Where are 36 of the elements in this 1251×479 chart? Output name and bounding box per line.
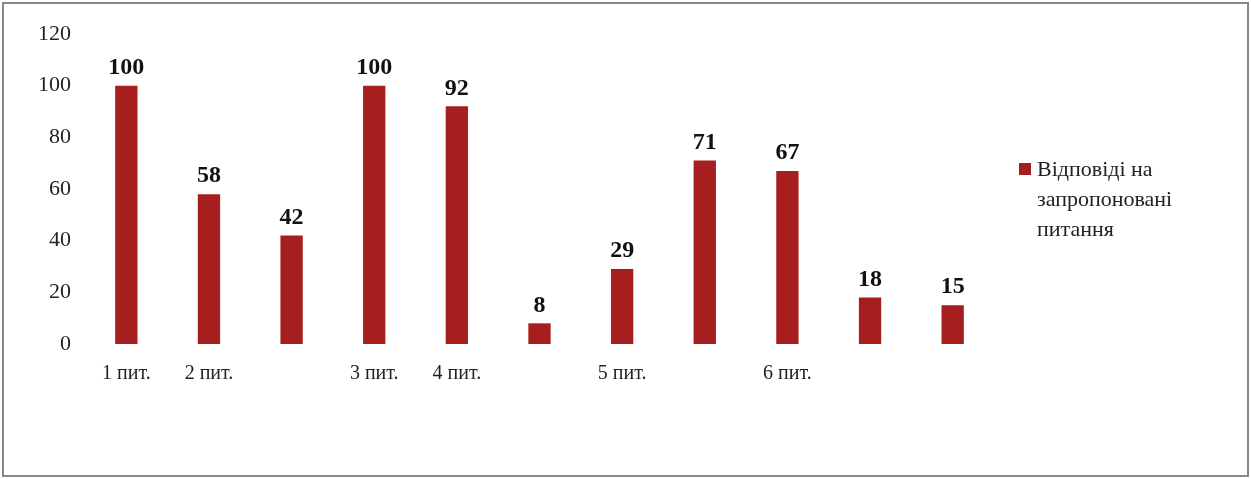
data-label: 29	[610, 236, 635, 263]
bar	[280, 235, 303, 344]
data-label: 18	[858, 264, 883, 291]
data-label: 92	[444, 73, 469, 100]
data-label: 67	[775, 138, 800, 165]
bar	[445, 106, 469, 344]
data-label: 15	[940, 272, 965, 299]
x-tick-label: 5 пит.	[597, 361, 647, 384]
x-tick-label: 6 пит.	[763, 361, 812, 384]
x-tick-label: 4 пит.	[432, 361, 482, 384]
data-label: 8	[533, 290, 546, 317]
bar	[610, 269, 634, 344]
data-label: 42	[279, 202, 304, 229]
bar	[115, 85, 138, 344]
data-label: 71	[692, 127, 717, 154]
bar	[693, 160, 716, 344]
bar	[776, 170, 799, 344]
bar	[858, 297, 882, 344]
y-tick-label: 20	[49, 278, 71, 304]
x-tick-label: 3 пит.	[349, 361, 399, 384]
data-label: 100	[356, 52, 393, 79]
x-tick-label: 1 пит.	[101, 361, 151, 384]
y-tick-label: 120	[38, 19, 71, 45]
y-tick-label: 40	[49, 226, 71, 252]
y-tick-label: 80	[49, 123, 71, 149]
x-tick-label: 2 пит.	[184, 361, 234, 384]
data-label: 100	[108, 52, 145, 79]
bar	[197, 194, 221, 344]
legend-label: Відповіді на запропоновані питання	[1037, 155, 1174, 243]
data-label: 58	[196, 161, 221, 188]
bar	[528, 323, 551, 344]
bar	[363, 85, 386, 344]
y-tick-label: 0	[60, 329, 71, 355]
y-tick-label: 100	[38, 71, 71, 97]
y-tick-label: 60	[49, 174, 71, 200]
bar	[941, 305, 964, 344]
